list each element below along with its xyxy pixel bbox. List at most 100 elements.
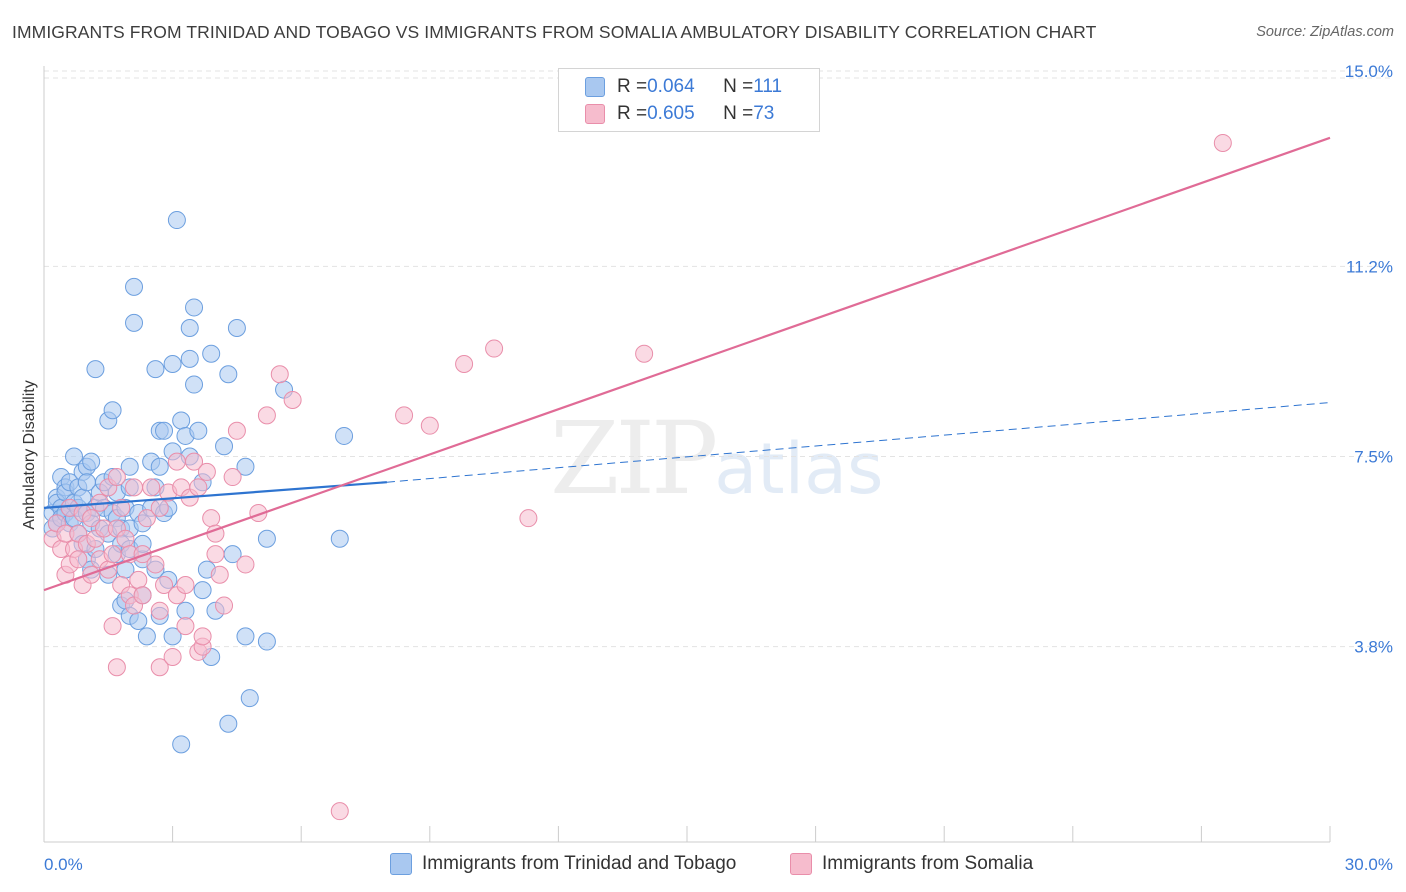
- trinidad-point: [125, 277, 144, 296]
- trinidad-point: [129, 611, 148, 630]
- bottom-legend-label: Immigrants from Somalia: [822, 853, 1034, 874]
- bottom-legend-swatch-pink: [790, 853, 812, 875]
- somalia-point: [82, 509, 101, 528]
- trinidad-point: [125, 313, 144, 332]
- somalia-point: [185, 452, 204, 471]
- trinidad-trend-extension: [386, 402, 1331, 483]
- somalia-point: [167, 452, 186, 471]
- trinidad-point: [189, 421, 208, 440]
- bottom-legend-swatch-blue: [390, 853, 412, 875]
- y-tick-label: 3.8%: [1354, 638, 1393, 657]
- somalia-point: [202, 509, 221, 528]
- legend-n-value: 73: [753, 103, 775, 124]
- somalia-point: [137, 509, 156, 528]
- somalia-point: [193, 627, 212, 646]
- trinidad-trend-line: [43, 481, 388, 509]
- somalia-point: [635, 344, 654, 363]
- legend-row-somalia: R = 0.605 N = 73: [585, 101, 774, 127]
- trinidad-point: [227, 319, 246, 337]
- watermark: ZIPatlas: [550, 400, 883, 517]
- x-tick-label: 30.0%: [1345, 855, 1393, 874]
- y-tick-label: 15.0%: [1345, 62, 1393, 81]
- watermark-atlas: atlas: [714, 428, 884, 510]
- somalia-point: [1213, 133, 1232, 152]
- legend-r-label: R =: [617, 76, 648, 97]
- somalia-trend-line: [43, 136, 1331, 592]
- bottom-legend-label: Immigrants from Trinidad and Tobago: [422, 853, 737, 874]
- somalia-point: [107, 468, 126, 487]
- chart-title: IMMIGRANTS FROM TRINIDAD AND TOBAGO VS I…: [12, 22, 1097, 42]
- somalia-point: [270, 365, 289, 384]
- somalia-point: [257, 406, 276, 425]
- trinidad-point: [65, 447, 84, 466]
- trinidad-point: [103, 401, 122, 420]
- y-tick-label: 11.2%: [1346, 257, 1393, 276]
- somalia-point: [330, 802, 349, 821]
- somalia-point: [420, 416, 439, 435]
- trinidad-point: [330, 529, 349, 548]
- legend-n-value: 111: [753, 76, 783, 97]
- legend-r-value: 0.064: [647, 76, 695, 97]
- trinidad-point: [120, 457, 139, 476]
- somalia-point: [142, 478, 161, 497]
- somalia-point: [69, 550, 88, 569]
- somalia-point: [176, 576, 195, 594]
- somalia-point: [206, 545, 225, 564]
- somalia-point: [189, 478, 208, 497]
- bottom-legend-trinidad: Immigrants from Trinidad and Tobago: [390, 852, 736, 876]
- y-tick-label: 7.5%: [1354, 448, 1393, 467]
- somalia-point: [283, 390, 302, 409]
- somalia-point: [485, 339, 504, 358]
- trinidad-point: [155, 421, 174, 440]
- somalia-point: [210, 565, 229, 584]
- legend-r-value: 0.605: [647, 103, 695, 124]
- trinidad-point: [202, 344, 221, 363]
- somalia-point: [227, 421, 246, 440]
- somalia-point: [176, 617, 195, 636]
- trinidad-point: [215, 437, 234, 456]
- trinidad-point: [150, 457, 169, 476]
- somalia-point: [150, 601, 169, 620]
- legend-row-trinidad: R = 0.064 N = 111: [585, 74, 782, 100]
- trinidad-point: [236, 457, 255, 476]
- trinidad-point: [180, 319, 199, 337]
- legend-swatch-pink: [585, 104, 605, 124]
- source-label: Source: ZipAtlas.com: [1256, 24, 1394, 40]
- somalia-point: [133, 545, 152, 564]
- trinidad-point: [185, 375, 204, 394]
- legend-swatch-blue: [585, 77, 605, 97]
- trinidad-point: [185, 298, 204, 317]
- trinidad-point: [240, 689, 259, 708]
- somalia-point: [103, 545, 122, 564]
- trinidad-point: [86, 360, 105, 379]
- legend-n-label: N =: [723, 76, 754, 97]
- somalia-point: [163, 647, 182, 666]
- trinidad-point: [257, 529, 276, 548]
- trinidad-point: [172, 411, 191, 430]
- trinidad-point: [335, 426, 354, 445]
- somalia-point: [150, 498, 169, 517]
- watermark-zip: ZIP: [550, 400, 718, 517]
- somalia-point: [112, 498, 131, 517]
- bottom-legend-somalia: Immigrants from Somalia: [790, 852, 1033, 876]
- somalia-point: [155, 576, 174, 594]
- trinidad-point: [172, 735, 191, 754]
- trinidad-point: [257, 632, 276, 651]
- somalia-point: [150, 658, 169, 677]
- trinidad-point: [163, 354, 182, 373]
- trinidad-point: [167, 211, 186, 230]
- trinidad-point: [82, 452, 101, 471]
- trinidad-point: [219, 365, 238, 384]
- trinidad-point: [176, 601, 195, 620]
- somalia-point: [197, 462, 216, 481]
- somalia-point: [519, 509, 538, 528]
- trinidad-point: [219, 714, 238, 733]
- correlation-legend: R = 0.064 N = 111 R = 0.605 N = 73: [558, 68, 820, 132]
- somalia-point: [146, 555, 165, 574]
- somalia-point: [116, 529, 135, 548]
- somalia-point: [236, 555, 255, 574]
- somalia-point: [107, 658, 126, 677]
- trinidad-point: [193, 581, 212, 600]
- trinidad-point: [137, 627, 156, 646]
